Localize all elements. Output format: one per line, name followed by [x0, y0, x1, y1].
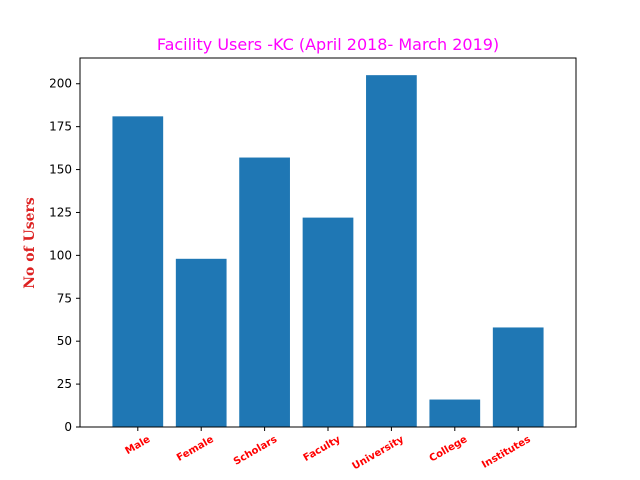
x-axis-ticks: Male Female Scholars Faculty University Colle… [123, 427, 533, 473]
y-tick-label: 100 [49, 248, 72, 262]
bar-female [175, 258, 227, 427]
x-tick-label-scholars: Scholars [232, 434, 279, 468]
plot-frame [79, 57, 577, 428]
x-tick-label-college: College [428, 434, 470, 465]
y-tick-label: 125 [49, 205, 72, 219]
y-tick-label: 25 [57, 377, 72, 391]
y-tick-label: 0 [64, 420, 72, 434]
chart-title: Facility Users -KC (April 2018- March 20… [157, 35, 499, 54]
bars-group [112, 75, 544, 428]
x-tick-label-female: Female [175, 434, 216, 464]
y-tick-label: 50 [57, 334, 72, 348]
bar-scholars [239, 157, 290, 428]
bar-faculty [302, 217, 354, 427]
bar-college [429, 399, 481, 427]
y-tick-label: 75 [57, 291, 72, 305]
y-axis-ticks: 0 25 50 75 100 125 150 175 200 [49, 77, 80, 434]
y-tick-label: 175 [49, 120, 72, 134]
bar-institutes [492, 327, 544, 427]
bar-male [112, 116, 164, 427]
x-tick-label-male: Male [123, 434, 152, 457]
x-tick-label-faculty: Faculty [302, 434, 343, 464]
y-axis-label: No of Users [22, 197, 38, 289]
y-tick-label: 150 [49, 163, 72, 177]
x-tick-label-institutes: Institutes [480, 434, 533, 471]
x-tick-label-university: University [351, 434, 407, 473]
bar-university [366, 75, 417, 427]
y-tick-label: 200 [49, 77, 72, 91]
